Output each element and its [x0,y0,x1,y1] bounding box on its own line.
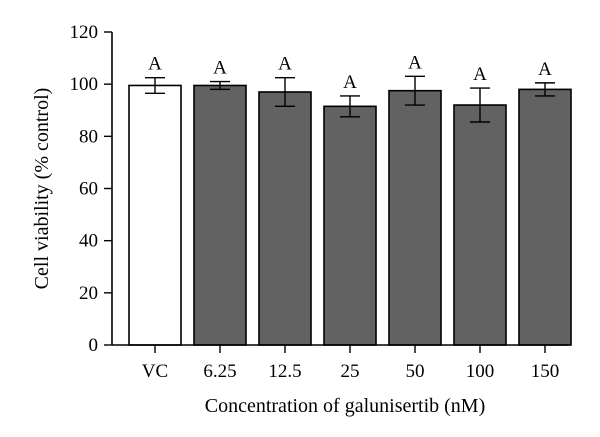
x-tick-label: VC [142,361,168,382]
x-tick-label: 150 [531,361,560,382]
bar-100 [453,104,507,346]
bar-25 [323,105,377,346]
bar-12.5 [258,91,312,346]
y-tick-label: 60 [79,179,98,200]
significance-letter: A [343,72,357,93]
x-tick-label: 6.25 [203,361,236,382]
y-tick-label: 120 [70,22,99,43]
significance-letter: A [278,54,292,75]
significance-letter: A [148,54,162,75]
y-axis-ticks: 0 20 40 60 80 100 120 [70,22,112,356]
y-tick-label: 0 [89,335,99,356]
bar-6.25 [193,84,247,346]
x-axis-title: Concentration of galunisertib (nM) [205,395,486,417]
x-tick-label: 12.5 [268,361,301,382]
x-tick-label: 100 [466,361,495,382]
significance-letter: A [408,52,422,73]
y-tick-label: 100 [70,74,99,95]
bar-VC [128,84,182,346]
significance-letter: A [213,58,227,79]
x-tick-label: 50 [406,361,425,382]
bar-50 [388,89,442,346]
x-tick-label: 25 [341,361,360,382]
y-axis-title: Cell viability (% control) [31,88,53,290]
y-tick-label: 20 [79,283,98,304]
bar-150 [518,88,572,346]
x-axis-ticks: VC 6.25 12.5 25 50 100 150 [142,345,559,382]
y-tick-label: 40 [79,231,98,252]
significance-letter: A [538,59,552,80]
y-tick-label: 80 [79,126,98,147]
significance-letter: A [473,64,487,85]
